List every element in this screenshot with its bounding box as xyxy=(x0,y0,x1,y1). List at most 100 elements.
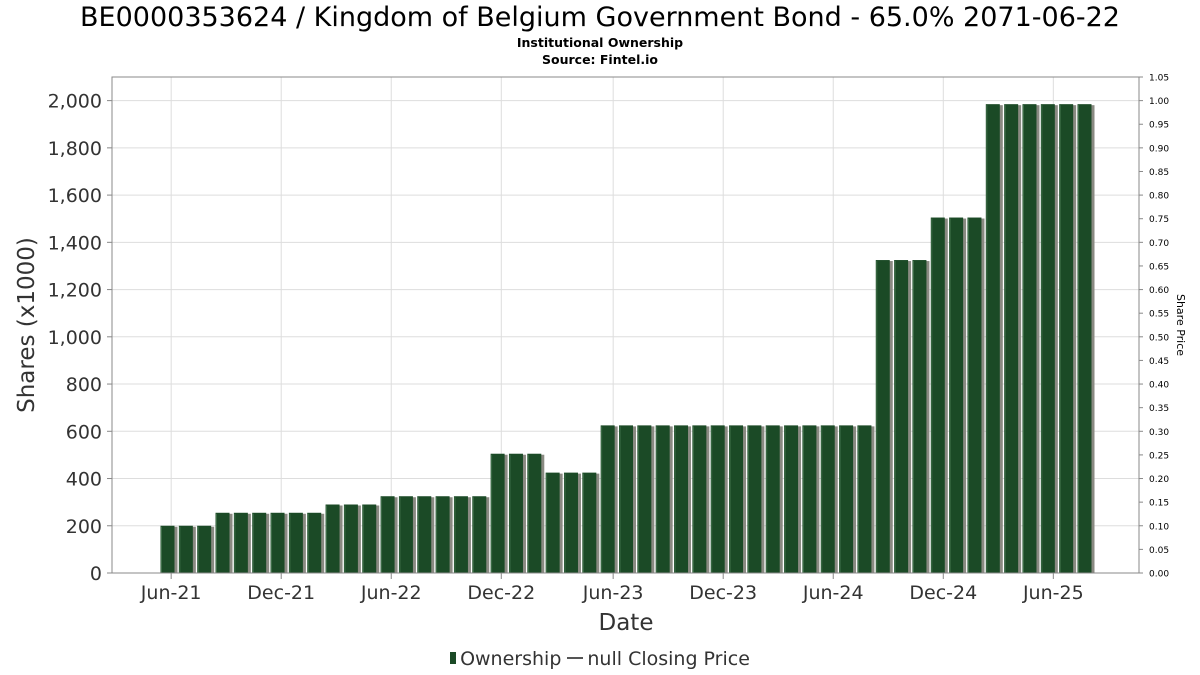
bar xyxy=(674,425,689,573)
bar xyxy=(288,512,303,573)
bar xyxy=(820,425,835,573)
bar xyxy=(508,453,523,573)
bar xyxy=(875,260,890,573)
y2-tick-label: 0.10 xyxy=(1149,522,1169,532)
legend-ownership-swatch xyxy=(450,652,457,664)
y-tick-label: 2,000 xyxy=(48,91,102,113)
bar xyxy=(435,496,450,573)
bar xyxy=(545,472,560,573)
y2-tick-label: 0.00 xyxy=(1149,570,1169,580)
bar xyxy=(362,504,377,573)
bar xyxy=(1004,104,1019,574)
bar xyxy=(233,512,248,573)
bar xyxy=(160,525,175,573)
x-axis-title: Date xyxy=(599,610,654,636)
bar xyxy=(729,425,744,573)
y2-tick-label: 0.15 xyxy=(1149,499,1169,509)
y2-tick-label: 0.65 xyxy=(1149,262,1169,272)
y2-tick-label: 0.75 xyxy=(1149,215,1169,225)
y2-tick-label: 0.60 xyxy=(1149,286,1169,296)
x-tick-label: Dec-23 xyxy=(689,582,757,604)
y2-tick-label: 0.40 xyxy=(1149,381,1169,391)
y-tick-label: 1,400 xyxy=(48,232,102,254)
bar xyxy=(343,504,358,573)
bar xyxy=(692,425,707,573)
y2-tick-label: 0.50 xyxy=(1149,333,1169,343)
bar xyxy=(839,425,854,573)
bar xyxy=(985,104,1000,574)
bar xyxy=(784,425,799,573)
bar xyxy=(527,453,542,573)
bar xyxy=(472,496,487,573)
bar xyxy=(857,425,872,573)
x-tick-label: Dec-21 xyxy=(247,582,315,604)
y-axis-title: Shares (x1000) xyxy=(14,237,40,413)
legend-ownership-label: Ownership xyxy=(460,648,562,670)
x-tick-label: Jun-22 xyxy=(360,582,422,604)
y-tick-label: 400 xyxy=(66,469,102,491)
plot-frame xyxy=(111,76,1140,574)
y2-tick-label: 0.95 xyxy=(1149,121,1169,131)
bar xyxy=(325,504,340,573)
bar xyxy=(252,512,267,573)
bar xyxy=(710,425,725,573)
y2-tick-label: 0.85 xyxy=(1149,168,1169,178)
y-tick-label: 800 xyxy=(66,374,102,396)
bar xyxy=(967,217,982,574)
x-tick-label: Jun-24 xyxy=(802,582,864,604)
y2-tick-label: 0.80 xyxy=(1149,192,1169,202)
bar xyxy=(894,260,909,573)
legend-price-swatch xyxy=(567,657,584,659)
bar xyxy=(600,425,615,573)
bar xyxy=(949,217,964,574)
legend-price-label: null Closing Price xyxy=(587,648,750,670)
bar xyxy=(178,525,193,573)
x-tick-label: Jun-21 xyxy=(140,582,202,604)
chart-subtitle-line-1: Institutional Ownership xyxy=(516,35,684,50)
y2-axis-title: Share Price xyxy=(1174,294,1187,356)
y-tick-label: 0 xyxy=(90,563,102,585)
y2-tick-label: 0.90 xyxy=(1149,144,1169,154)
y2-tick-label: 0.55 xyxy=(1149,310,1169,320)
bar xyxy=(417,496,432,573)
chart-title: BE0000353624 / Kingdom of Belgium Govern… xyxy=(80,2,1120,33)
y2-tick-label: 0.35 xyxy=(1149,404,1169,414)
bar xyxy=(270,512,285,573)
y2-tick-label: 1.05 xyxy=(1149,74,1169,84)
bar xyxy=(930,217,945,574)
y-tick-label: 1,000 xyxy=(48,327,102,349)
bar xyxy=(655,425,670,573)
bar xyxy=(582,472,597,573)
bar xyxy=(802,425,817,573)
y-tick-label: 600 xyxy=(66,421,102,443)
y-tick-label: 1,800 xyxy=(48,138,102,160)
bar xyxy=(1022,104,1037,574)
bar xyxy=(398,496,413,573)
y-tick-label: 1,200 xyxy=(48,280,102,302)
bar xyxy=(215,512,230,573)
bar xyxy=(1077,104,1092,574)
y2-tick-label: 0.45 xyxy=(1149,357,1169,367)
x-tick-label: Jun-23 xyxy=(582,582,644,604)
bar xyxy=(1040,104,1055,574)
bar xyxy=(765,425,780,573)
y-tick-label: 1,600 xyxy=(48,185,102,207)
bar xyxy=(1059,104,1074,574)
legend: Ownership null Closing Price xyxy=(0,648,1200,670)
x-tick-label: Jun-25 xyxy=(1022,582,1084,604)
y-tick-label: 200 xyxy=(66,516,102,538)
y2-tick-label: 1.00 xyxy=(1149,97,1169,107)
x-tick-label: Dec-22 xyxy=(467,582,535,604)
bar xyxy=(380,496,395,573)
bar xyxy=(563,472,578,573)
y2-tick-label: 0.20 xyxy=(1149,475,1169,485)
bar xyxy=(747,425,762,573)
bar xyxy=(307,512,322,573)
y2-tick-label: 0.30 xyxy=(1149,428,1169,438)
y2-tick-label: 0.70 xyxy=(1149,239,1169,249)
y2-tick-label: 0.05 xyxy=(1149,546,1169,556)
bar xyxy=(490,453,505,573)
chart-subtitle-line-2: Source: Fintel.io xyxy=(542,52,658,67)
bar xyxy=(912,260,927,573)
